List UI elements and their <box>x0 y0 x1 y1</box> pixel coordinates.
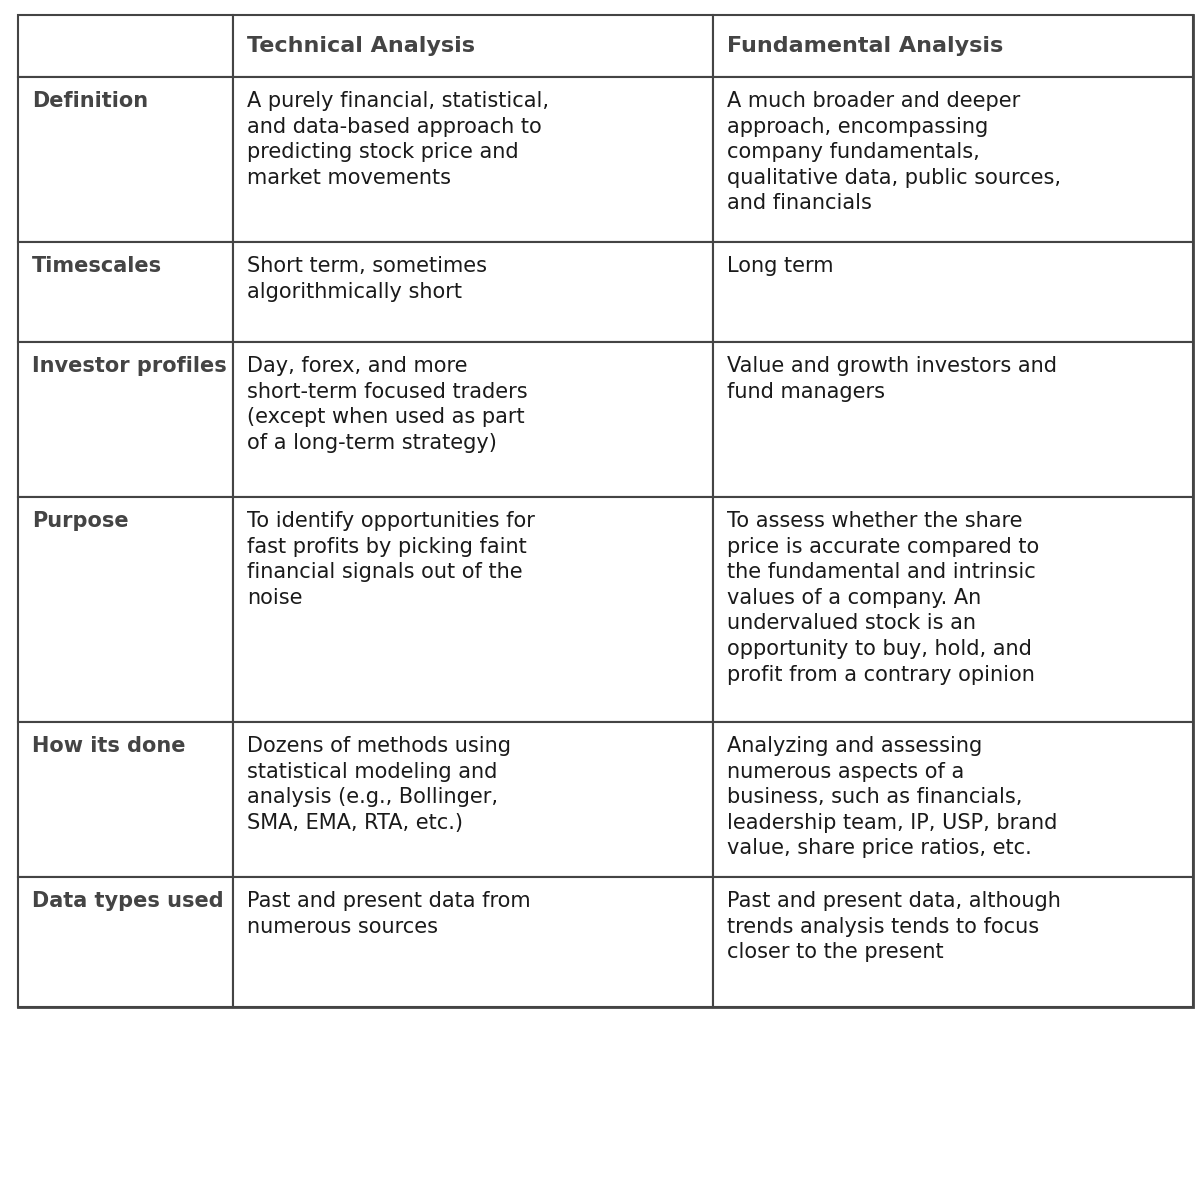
Bar <box>18 15 1193 1007</box>
Text: A much broader and deeper
approach, encompassing
company fundamentals,
qualitati: A much broader and deeper approach, enco… <box>727 91 1061 213</box>
Text: Technical Analysis: Technical Analysis <box>247 36 475 56</box>
Text: How its done: How its done <box>32 736 186 756</box>
Text: Definition: Definition <box>32 91 148 111</box>
Text: Purpose: Purpose <box>32 511 128 531</box>
Bar <box>713 342 1193 497</box>
Bar <box>713 15 1193 77</box>
Bar <box>233 15 713 77</box>
Bar <box>18 877 233 1007</box>
Bar <box>713 242 1193 342</box>
Bar <box>233 77 713 242</box>
Text: Value and growth investors and
fund managers: Value and growth investors and fund mana… <box>727 356 1057 402</box>
Text: To identify opportunities for
fast profits by picking faint
financial signals ou: To identify opportunities for fast profi… <box>247 511 535 608</box>
Bar <box>713 77 1193 242</box>
Bar <box>18 15 233 77</box>
Text: Data types used: Data types used <box>32 891 223 911</box>
Bar <box>713 722 1193 877</box>
Bar <box>18 497 233 722</box>
Bar <box>713 497 1193 722</box>
Text: Long term: Long term <box>727 256 834 276</box>
Bar <box>18 77 233 242</box>
Bar <box>233 242 713 342</box>
Text: A purely financial, statistical,
and data-based approach to
predicting stock pri: A purely financial, statistical, and dat… <box>247 91 550 187</box>
Text: Investor profiles: Investor profiles <box>32 356 227 376</box>
Text: Fundamental Analysis: Fundamental Analysis <box>727 36 1003 56</box>
Bar <box>233 342 713 497</box>
Text: Past and present data from
numerous sources: Past and present data from numerous sour… <box>247 891 530 936</box>
Text: Past and present data, although
trends analysis tends to focus
closer to the pre: Past and present data, although trends a… <box>727 891 1061 962</box>
Text: Analyzing and assessing
numerous aspects of a
business, such as financials,
lead: Analyzing and assessing numerous aspects… <box>727 736 1057 858</box>
Text: Dozens of methods using
statistical modeling and
analysis (e.g., Bollinger,
SMA,: Dozens of methods using statistical mode… <box>247 736 511 833</box>
Text: Timescales: Timescales <box>32 256 162 276</box>
Bar <box>18 722 233 877</box>
Bar <box>233 722 713 877</box>
Bar <box>713 877 1193 1007</box>
Bar <box>233 497 713 722</box>
Bar <box>18 242 233 342</box>
Text: Day, forex, and more
short-term focused traders
(except when used as part
of a l: Day, forex, and more short-term focused … <box>247 356 528 453</box>
Text: Short term, sometimes
algorithmically short: Short term, sometimes algorithmically sh… <box>247 256 487 302</box>
Bar <box>18 342 233 497</box>
Bar <box>233 877 713 1007</box>
Text: To assess whether the share
price is accurate compared to
the fundamental and in: To assess whether the share price is acc… <box>727 511 1039 685</box>
